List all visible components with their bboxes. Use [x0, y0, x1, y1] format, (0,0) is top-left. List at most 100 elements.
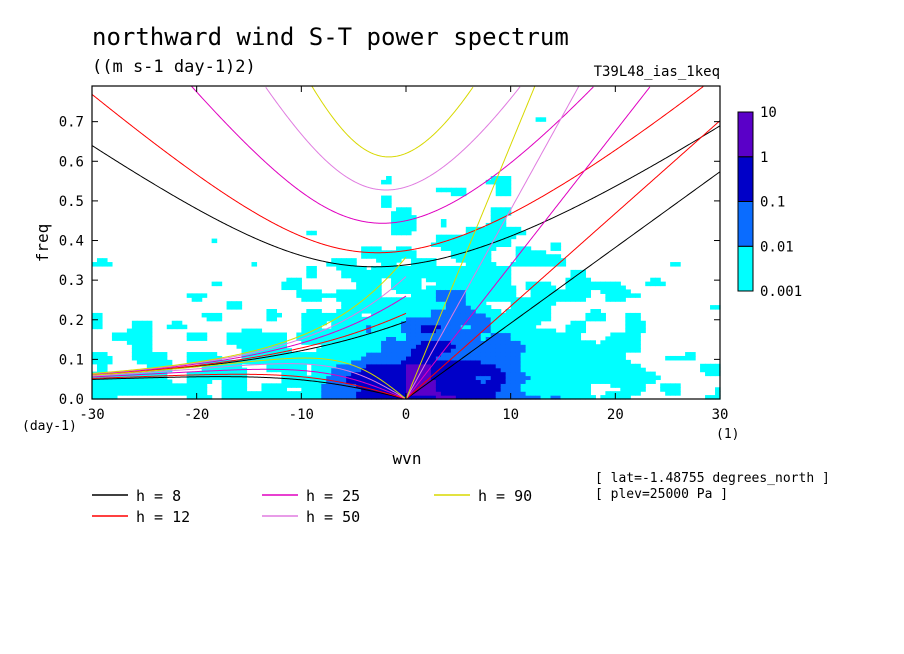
power-cell — [590, 309, 596, 314]
power-cell — [705, 363, 711, 369]
power-cell — [386, 371, 392, 377]
power-cell — [146, 383, 153, 388]
power-cell — [401, 344, 407, 349]
power-cell — [530, 320, 537, 326]
power-cell — [620, 367, 626, 373]
y-tick-label: 0.6 — [59, 154, 84, 170]
power-cell — [296, 359, 302, 365]
power-cell — [406, 289, 412, 294]
power-cell — [505, 281, 512, 287]
power-cell — [425, 391, 432, 396]
power-cell — [92, 387, 98, 392]
power-cell — [92, 395, 98, 400]
power-cell — [520, 262, 527, 267]
power-cell — [560, 363, 567, 369]
power-cell — [381, 352, 387, 357]
power-cell — [495, 207, 502, 212]
power-cell — [640, 379, 646, 384]
power-cell — [326, 379, 332, 384]
power-cell — [171, 324, 178, 330]
power-cell — [440, 289, 447, 294]
power-cell — [525, 375, 532, 381]
power-cell — [281, 336, 287, 341]
power-cell — [525, 254, 532, 259]
power-cell — [146, 355, 153, 361]
power-cell — [196, 293, 203, 298]
power-cell — [515, 375, 522, 381]
power-cell — [331, 336, 337, 341]
power-cell — [415, 359, 422, 365]
power-cell — [430, 336, 437, 341]
power-cell — [361, 391, 367, 396]
power-cell — [545, 289, 552, 294]
power-cell — [386, 387, 392, 392]
power-cell — [625, 367, 631, 373]
power-cell — [101, 352, 108, 357]
power-cell — [266, 363, 273, 369]
power-cell — [346, 328, 352, 334]
power-cell — [391, 277, 397, 283]
power-cell — [530, 332, 537, 337]
power-cell — [415, 340, 422, 345]
power-cell — [485, 371, 492, 377]
power-cell — [450, 238, 457, 244]
power-cell — [196, 379, 203, 384]
power-cell — [306, 391, 312, 396]
power-cell — [435, 234, 442, 240]
power-cell — [520, 336, 527, 341]
power-cell — [580, 344, 587, 349]
power-cell — [371, 371, 377, 377]
power-cell — [500, 219, 507, 224]
power-cell — [490, 230, 497, 236]
power-cell — [236, 305, 243, 310]
power-cell — [620, 352, 626, 357]
power-cell — [475, 301, 482, 306]
power-cell — [415, 379, 422, 384]
power-cell — [470, 375, 477, 381]
power-cell — [415, 293, 422, 298]
power-cell — [560, 371, 567, 377]
power-cell — [620, 285, 626, 291]
power-cell — [351, 371, 357, 377]
power-cell — [500, 242, 507, 248]
power-cell — [645, 371, 651, 377]
power-cell — [510, 320, 517, 326]
power-cell — [396, 215, 402, 220]
power-cell — [505, 383, 512, 388]
power-cell — [396, 230, 402, 236]
power-cell — [321, 379, 327, 384]
power-cell — [341, 391, 347, 396]
power-cell — [116, 387, 123, 392]
power-cell — [261, 340, 268, 345]
power-cell — [131, 332, 138, 337]
power-cell — [371, 363, 377, 369]
power-cell — [485, 348, 492, 353]
power-cell — [341, 324, 347, 330]
power-cell — [291, 375, 297, 381]
power-cell — [515, 301, 522, 306]
power-cell — [366, 246, 372, 251]
power-cell — [600, 379, 606, 384]
power-cell — [376, 316, 382, 322]
power-cell — [341, 293, 347, 298]
power-cell — [510, 324, 517, 330]
power-cell — [386, 179, 392, 185]
power-cell — [316, 316, 322, 322]
power-cell — [266, 391, 273, 396]
power-cell — [495, 211, 502, 216]
chart-title: northward wind S-T power spectrum — [92, 23, 569, 51]
power-cell — [585, 352, 592, 357]
power-cell — [475, 340, 482, 345]
power-cell — [410, 309, 417, 314]
power-cell — [341, 379, 347, 384]
power-cell — [376, 379, 382, 384]
power-cell — [361, 352, 367, 357]
power-cell — [490, 293, 497, 298]
power-cell — [256, 391, 263, 396]
power-cell — [440, 285, 447, 291]
power-cell — [570, 352, 577, 357]
power-cell — [236, 387, 243, 392]
power-cell — [425, 387, 432, 392]
power-cell — [490, 262, 497, 267]
